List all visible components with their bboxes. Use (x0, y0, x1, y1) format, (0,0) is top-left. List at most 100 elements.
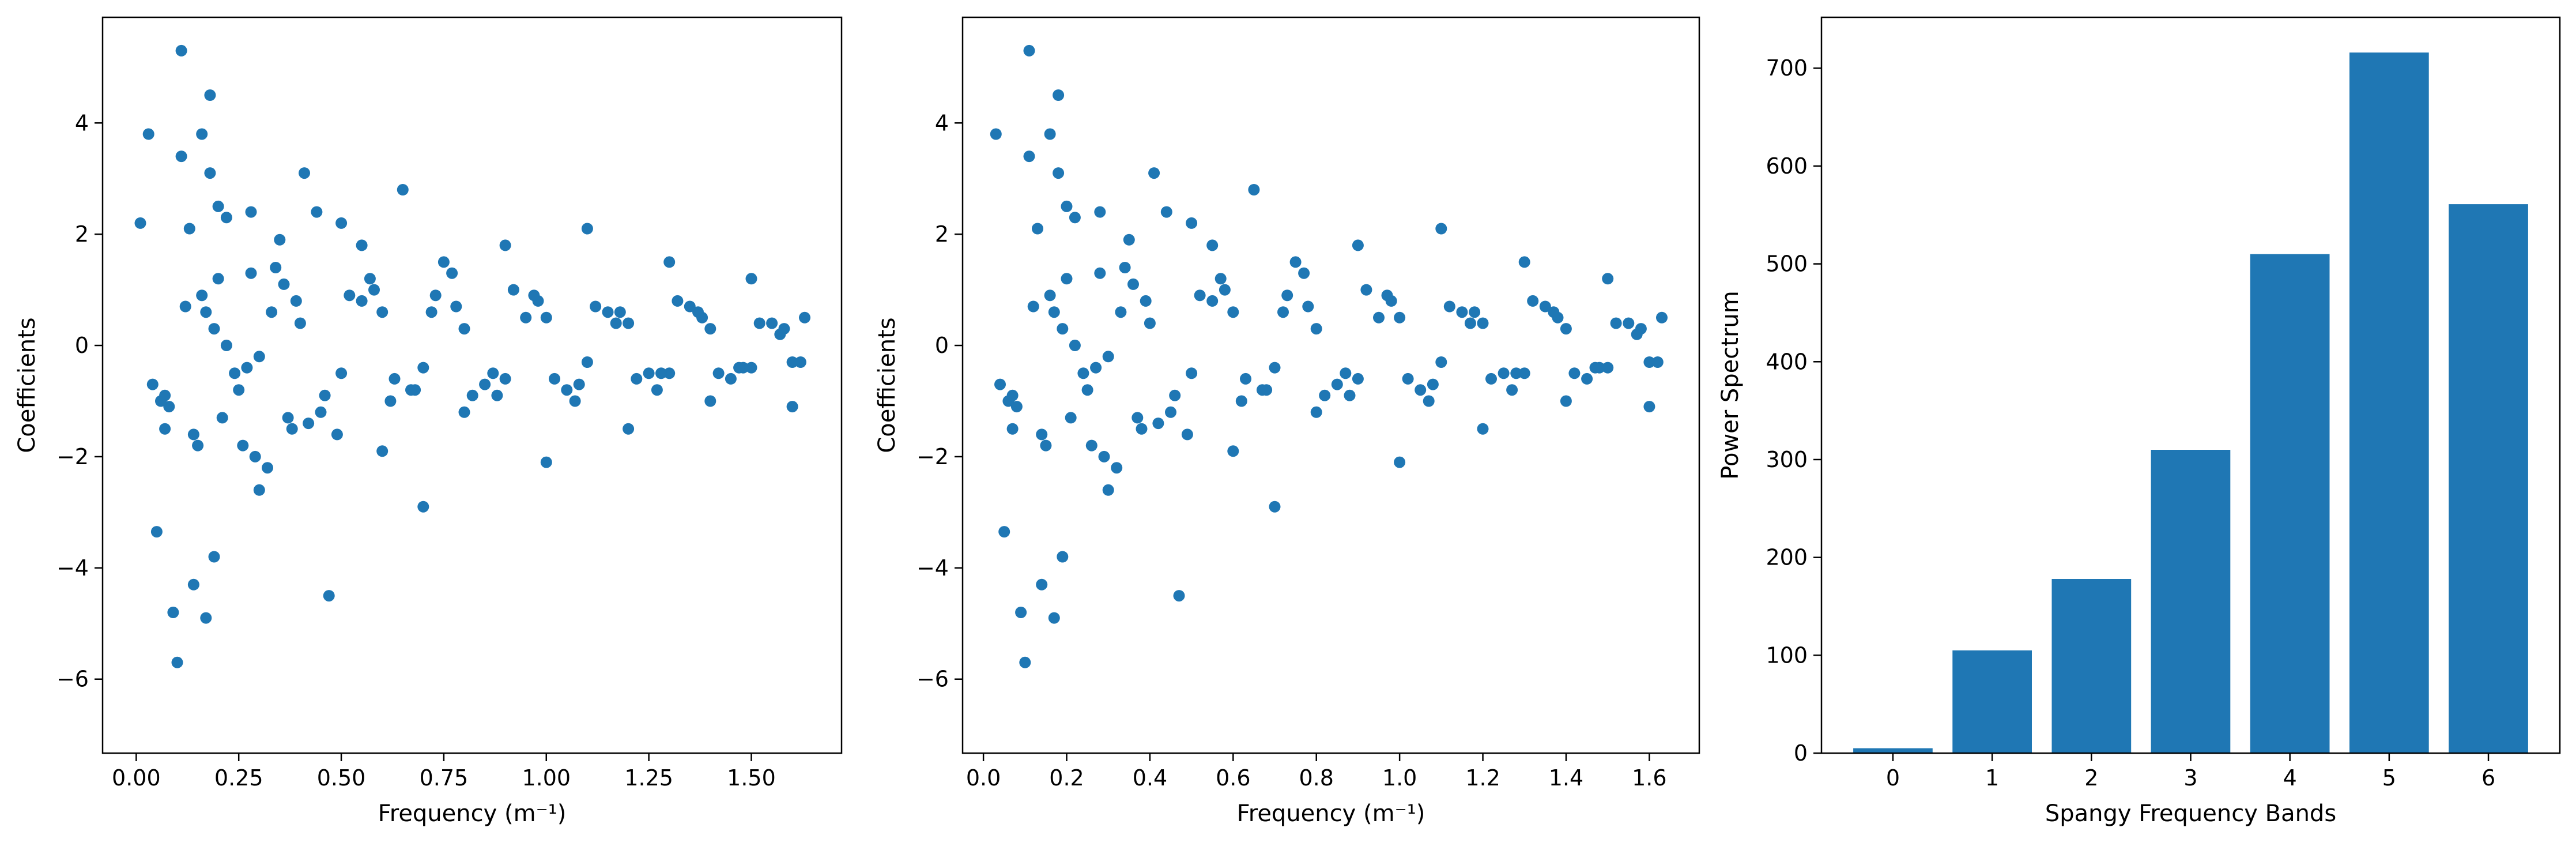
scatter-point (651, 384, 663, 396)
scatter-point (319, 389, 331, 401)
scatter-point (590, 300, 602, 313)
scatter-point (569, 395, 581, 407)
scatter-point (1623, 317, 1635, 329)
scatter-point (458, 323, 470, 335)
scatter-point (994, 378, 1006, 390)
scatter-point (1119, 262, 1131, 273)
y-tick-label: 0 (1794, 740, 1808, 766)
scatter-point (142, 128, 154, 140)
scatter-point (364, 273, 376, 285)
scatter-point (1394, 311, 1406, 324)
scatter-point (1057, 323, 1069, 335)
y-tick-label: −4 (56, 555, 89, 581)
scatter-point (725, 373, 737, 385)
scatter-point (1165, 406, 1176, 418)
y-axis-label: Coefficients (14, 317, 40, 453)
scatter-point (1006, 423, 1019, 435)
scatter-point (397, 184, 409, 195)
scatter-point (245, 267, 257, 279)
x-axis-label: Spangy Frequency Bands (2045, 800, 2336, 827)
scatter-point (1123, 234, 1135, 246)
scatter-point (1298, 267, 1310, 279)
scatter-panel-left: 0.00 0.25 0.50 0.75 1.00 1.25 1.50 −6 −4 −2 0 2 4 Fre… (14, 16, 843, 827)
scatter-point (1560, 395, 1572, 407)
x-tick-label: 0.75 (420, 765, 469, 791)
scatter-point (1061, 273, 1073, 285)
scatter-point (1227, 445, 1239, 457)
scatter-point (1144, 317, 1156, 329)
scatter-point (253, 351, 265, 363)
scatter-point (204, 89, 216, 101)
scatter-point (1181, 428, 1193, 441)
y-tick-label: −6 (56, 667, 89, 692)
scatter-point (200, 612, 212, 624)
scatter-point (1235, 395, 1247, 407)
scatter-point (614, 306, 626, 318)
scatter-point (1281, 289, 1293, 302)
scatter-point (1248, 184, 1260, 195)
scatter-point (368, 284, 380, 296)
x-tick-label: 0.0 (966, 765, 1001, 791)
scatter-point (1019, 656, 1031, 668)
scatter-point (208, 323, 220, 335)
scatter-point (712, 367, 725, 379)
scatter-point (1643, 356, 1655, 368)
y-tick-label: −2 (56, 444, 89, 469)
scatter-point (487, 367, 499, 379)
scatter-point (1456, 306, 1468, 318)
scatter-point (1352, 239, 1364, 251)
scatter-point (1651, 356, 1664, 368)
scatter-point (1036, 428, 1048, 441)
x-axis-label: Frequency (m⁻¹) (1237, 800, 1425, 827)
scatter-point (335, 367, 348, 379)
scatter-point (405, 384, 417, 396)
scatter-point (540, 456, 552, 468)
scatter-point (241, 362, 253, 374)
scatter-point (1331, 378, 1343, 390)
scatter-point (216, 412, 228, 424)
x-axis-label: Frequency (m⁻¹) (378, 800, 567, 827)
scatter-point (623, 317, 635, 329)
scatter-point (1310, 406, 1322, 418)
scatter-point (376, 306, 389, 318)
scatter-point (672, 295, 684, 307)
scatter-point (1152, 418, 1164, 430)
scatter-point (610, 317, 622, 329)
scatter-point (220, 212, 232, 224)
scatter-point (1090, 362, 1102, 374)
scatter-point (1023, 44, 1035, 57)
scatter-point (1477, 317, 1489, 329)
y-tick-label: 500 (1766, 251, 1808, 277)
x-tick-label: 0 (1886, 765, 1900, 791)
scatter-point (990, 128, 1002, 140)
scatter-point (1344, 389, 1356, 401)
y-tick-label: 600 (1766, 153, 1808, 179)
scatter-point (1277, 306, 1289, 318)
scatter-point (171, 656, 183, 668)
scatter-point (794, 356, 806, 368)
scatter-point (1548, 306, 1560, 318)
x-tick-label: 1 (1985, 765, 1999, 791)
scatter-point (733, 362, 745, 374)
scatter-point (684, 300, 696, 313)
scatter-point (1302, 300, 1314, 313)
scatter-point (1111, 462, 1123, 474)
y-tick-label: 700 (1766, 55, 1808, 81)
scatter-point (1581, 373, 1593, 385)
scatter-point (1044, 128, 1056, 140)
scatter-point (1173, 590, 1185, 602)
scatter-point (163, 401, 175, 413)
scatter-point (1048, 306, 1060, 318)
scatter-point (704, 323, 716, 335)
x-tick-label: 1.00 (522, 765, 571, 791)
scatter-point (1443, 300, 1455, 313)
x-tick-label: 0.00 (112, 765, 161, 791)
scatter-point (655, 367, 667, 379)
scatter-point (1102, 351, 1114, 363)
scatter-point (187, 428, 199, 441)
scatter-point (1464, 317, 1476, 329)
scatter-point (1036, 578, 1048, 591)
scatter-point (429, 289, 442, 302)
scatter-point (266, 306, 278, 318)
